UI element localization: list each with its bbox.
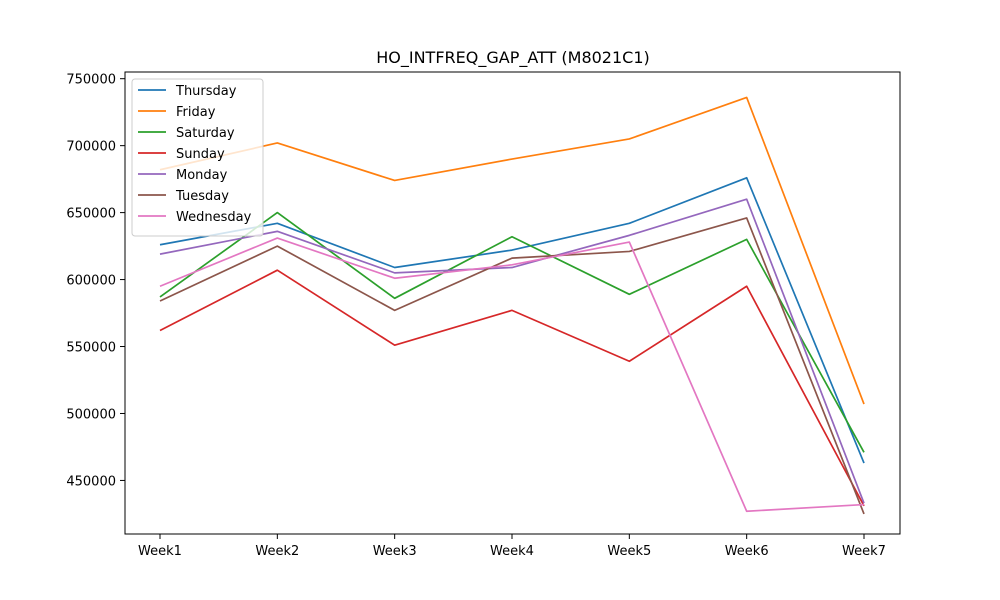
y-tick-label: 650000 [66, 207, 116, 222]
legend-label-friday: Friday [176, 105, 216, 120]
series-line-tuesday [159, 217, 865, 515]
legend-label-wednesday: Wednesday [176, 210, 252, 225]
y-axis: 450000 500000 550000 600000 650000 700000 7500… [66, 73, 125, 489]
legend-label-saturday: Saturday [176, 126, 235, 141]
series-line-thursday [159, 176, 865, 464]
x-tick-label: Week1 [138, 544, 182, 559]
x-tick-label: Week6 [725, 544, 769, 559]
y-tick-label: 550000 [66, 341, 116, 356]
legend-label-thursday: Thursday [175, 84, 237, 99]
x-tick-label: Week3 [373, 544, 417, 559]
legend: Thursday Friday Saturday Sunday Monday Tuesda… [131, 78, 264, 237]
legend-label-tuesday: Tuesday [175, 189, 229, 204]
series-line-monday [159, 198, 865, 504]
legend-label-sunday: Sunday [176, 147, 225, 162]
y-tick-label: 500000 [66, 407, 116, 422]
series-lines [159, 96, 865, 515]
y-tick-label: 450000 [66, 474, 116, 489]
x-tick-label: Week4 [490, 544, 534, 559]
legend-label-monday: Monday [176, 168, 228, 183]
series-line-sunday [159, 269, 865, 507]
y-tick-label: 700000 [66, 140, 116, 155]
x-tick-label: Week7 [842, 544, 886, 559]
series-line-wednesday [159, 237, 865, 513]
legend-frame [131, 78, 264, 237]
y-tick-label: 600000 [66, 274, 116, 289]
x-axis: Week1 Week2 Week3 Week4 Week5 Week6 Week7 [138, 534, 886, 559]
chart-title: HO_INTFREQ_GAP_ATT (M8021C1) [376, 48, 650, 68]
x-tick-label: Week5 [607, 544, 651, 559]
series-line-friday [159, 96, 865, 405]
x-tick-label: Week2 [255, 544, 299, 559]
y-tick-label: 750000 [66, 73, 116, 88]
series-line-saturday [159, 211, 865, 453]
